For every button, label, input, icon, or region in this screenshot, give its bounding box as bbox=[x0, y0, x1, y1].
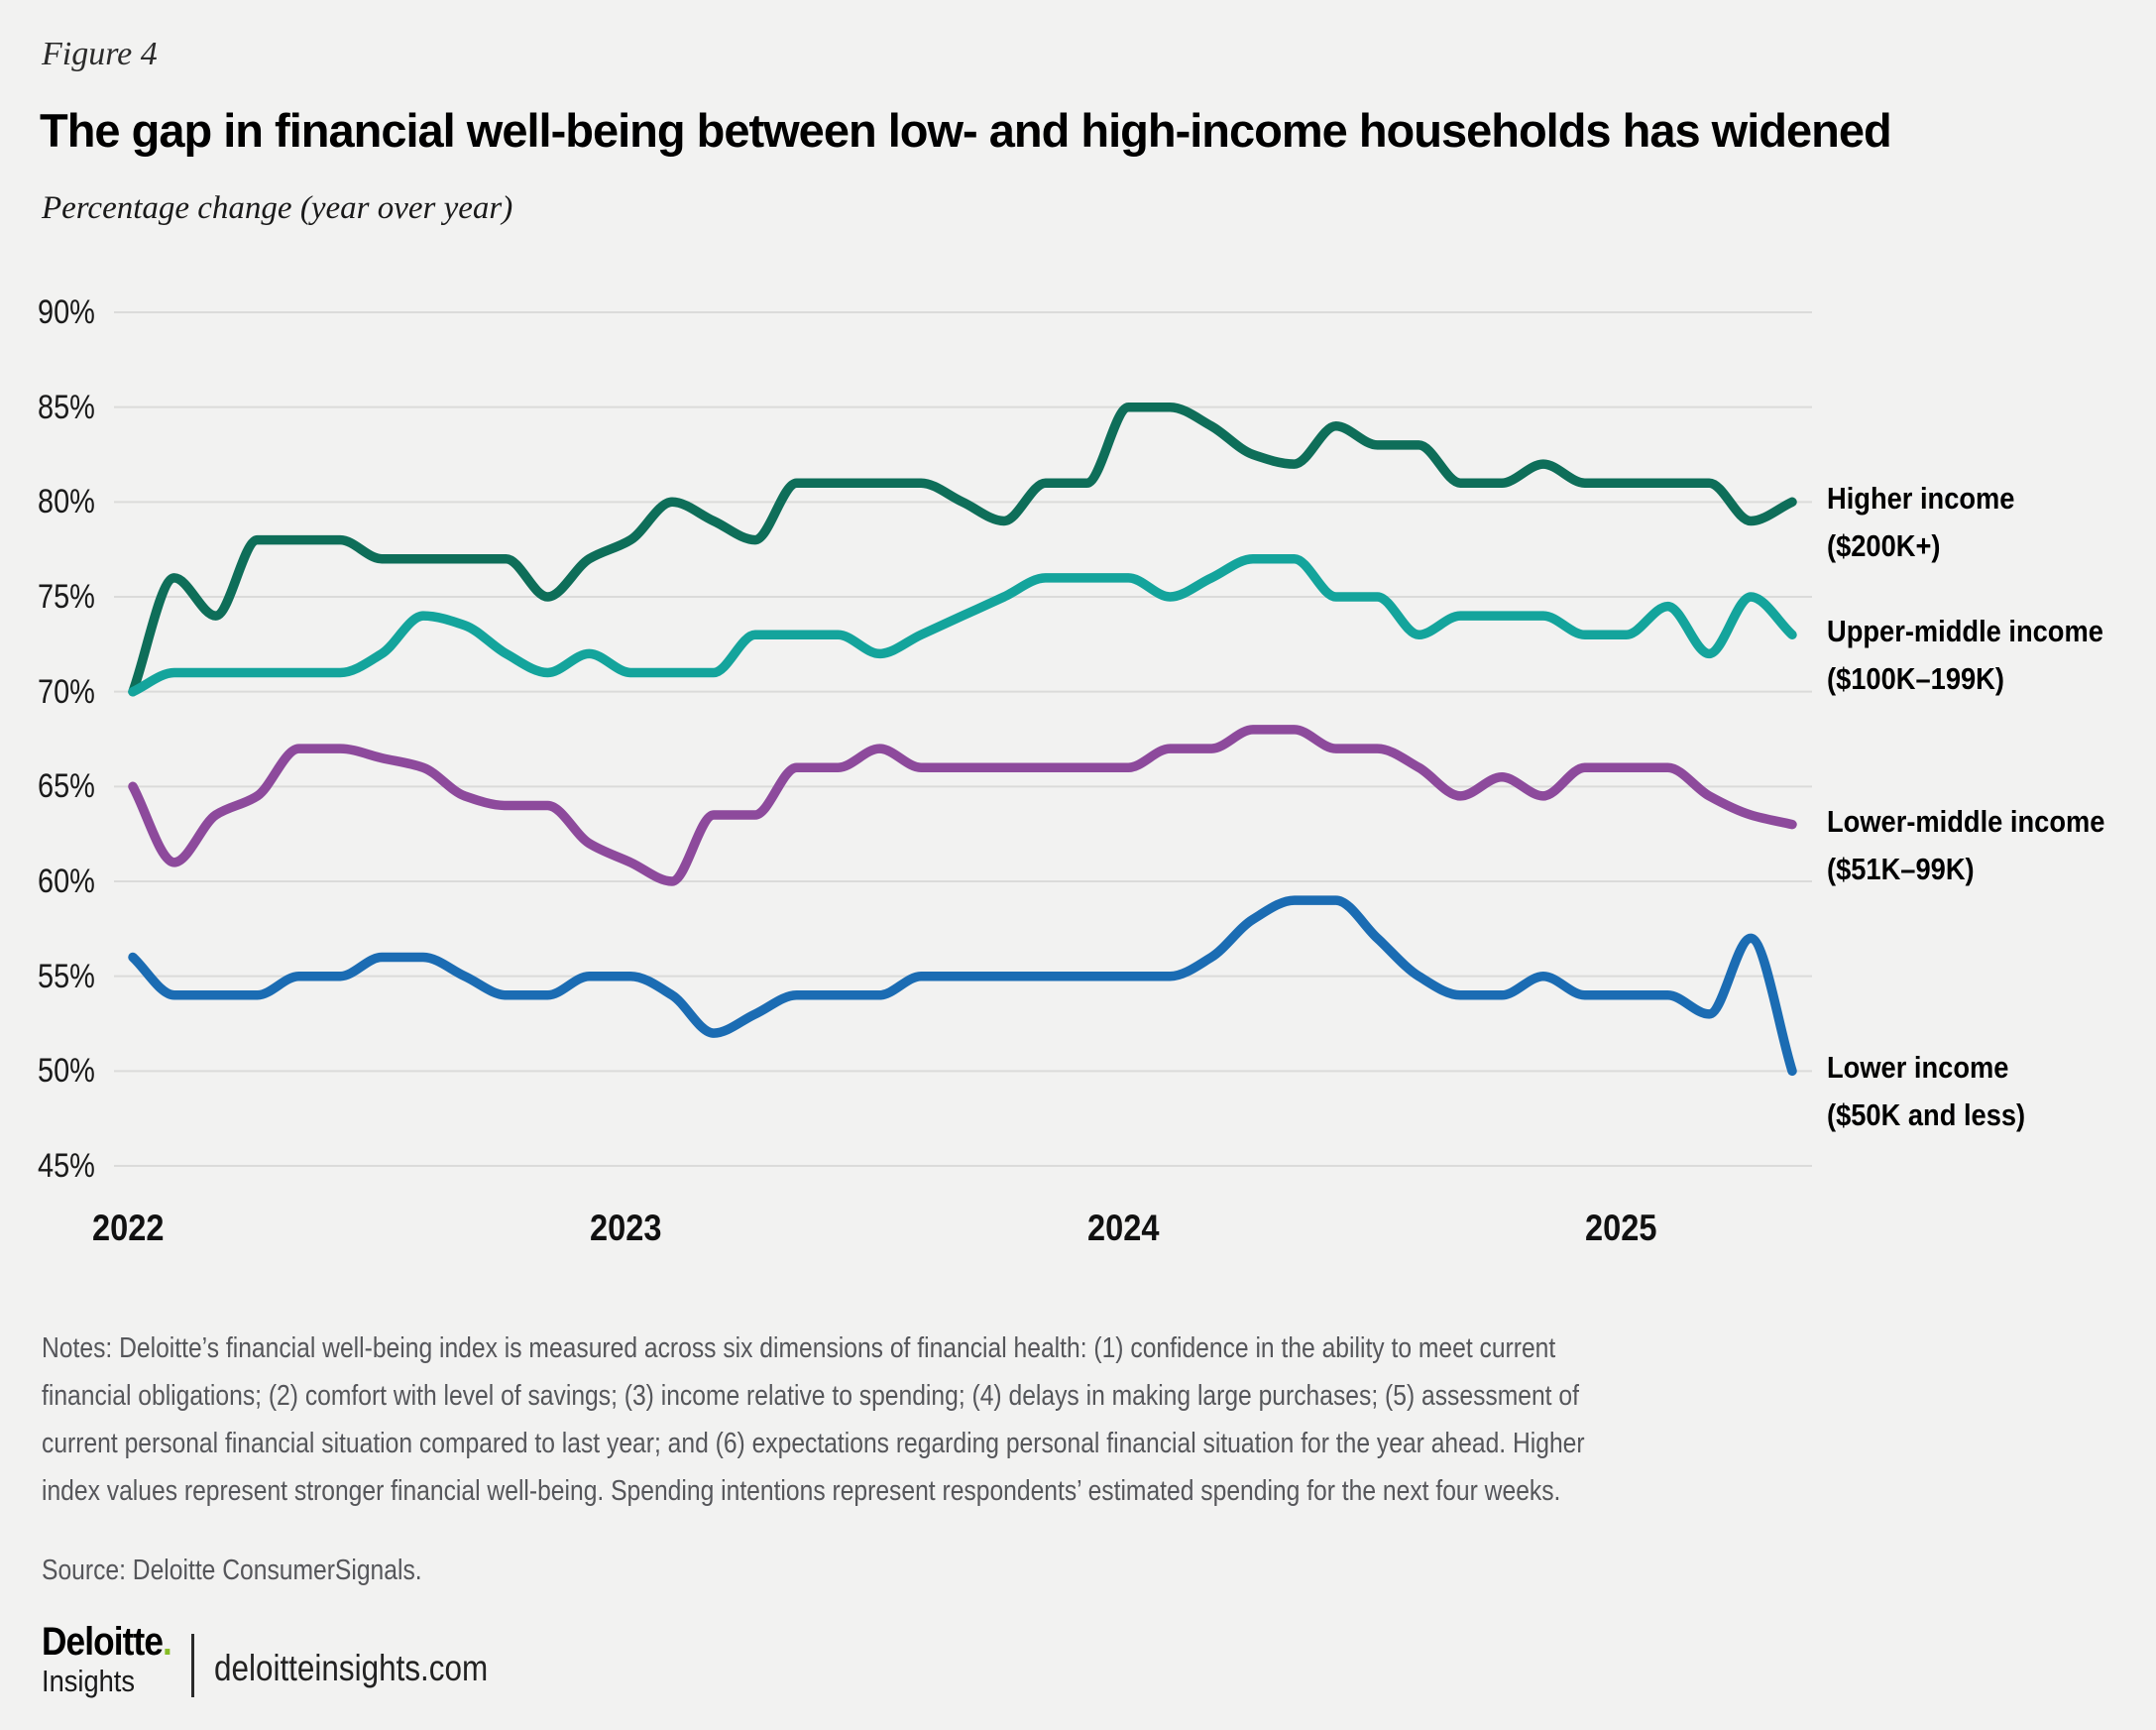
notes-line: index values represent stronger financia… bbox=[42, 1475, 1561, 1507]
notes-line: financial obligations; (2) comfort with … bbox=[42, 1380, 1579, 1412]
page-title: The gap in financial well-being between … bbox=[40, 104, 1892, 157]
x-axis-year-label: 2022 bbox=[91, 1208, 165, 1248]
deloitte-green-dot-icon: . bbox=[163, 1620, 172, 1664]
source-line: Source: Deloitte ConsumerSignals. bbox=[42, 1555, 422, 1586]
footer-website-link[interactable]: deloitteinsights.com bbox=[214, 1648, 489, 1688]
deloitte-insights-label: Insights bbox=[42, 1664, 136, 1698]
x-axis-year-label: 2024 bbox=[1087, 1208, 1160, 1248]
y-axis-tick-label: 90% bbox=[38, 293, 95, 331]
chart-notes: Notes: Deloitte’s financial well-being i… bbox=[42, 1325, 1857, 1515]
deloitte-logo: Deloitte. bbox=[42, 1620, 172, 1664]
y-axis-tick-label: 80% bbox=[38, 483, 95, 521]
series-end-label-lower-middle-income-51k-99k: Lower-middle income ($51K–99K) bbox=[1827, 803, 2105, 886]
figure-label: Figure 4 bbox=[42, 36, 158, 72]
series-end-label-upper-middle-income-100k-199k: Upper-middle income ($100K–199K) bbox=[1827, 614, 2103, 697]
notes-line: current personal financial situation com… bbox=[42, 1428, 1585, 1459]
y-axis-tick-label: 85% bbox=[38, 388, 95, 426]
footer-divider bbox=[191, 1634, 194, 1697]
y-axis-tick-label: 75% bbox=[38, 578, 95, 616]
series-line-lower-income-50k-and-less bbox=[128, 895, 1797, 1077]
y-axis-tick-label: 50% bbox=[38, 1052, 95, 1091]
series-line-higher-income-200k bbox=[128, 402, 1797, 697]
y-axis-tick-label: 55% bbox=[38, 957, 95, 995]
x-axis-year-label: 2023 bbox=[590, 1208, 662, 1248]
y-axis-tick-label: 70% bbox=[38, 672, 95, 711]
series-end-label-higher-income-200k: Higher income ($200K+) bbox=[1827, 481, 2015, 564]
y-axis-tick-label: 65% bbox=[38, 767, 95, 806]
notes-line: Notes: Deloitte’s financial well-being i… bbox=[42, 1332, 1556, 1364]
y-axis-tick-label: 45% bbox=[38, 1147, 95, 1185]
x-axis-year-label: 2025 bbox=[1585, 1208, 1657, 1248]
series-end-label-lower-income-50k-and-less: Lower income ($50K and less) bbox=[1827, 1050, 2026, 1133]
y-axis-tick-label: 60% bbox=[38, 863, 95, 900]
chart-subtitle: Percentage change (year over year) bbox=[42, 190, 513, 226]
series-line-lower-middle-income-51k-99k bbox=[128, 725, 1797, 886]
series-line-upper-middle-income-100k-199k bbox=[128, 553, 1797, 697]
